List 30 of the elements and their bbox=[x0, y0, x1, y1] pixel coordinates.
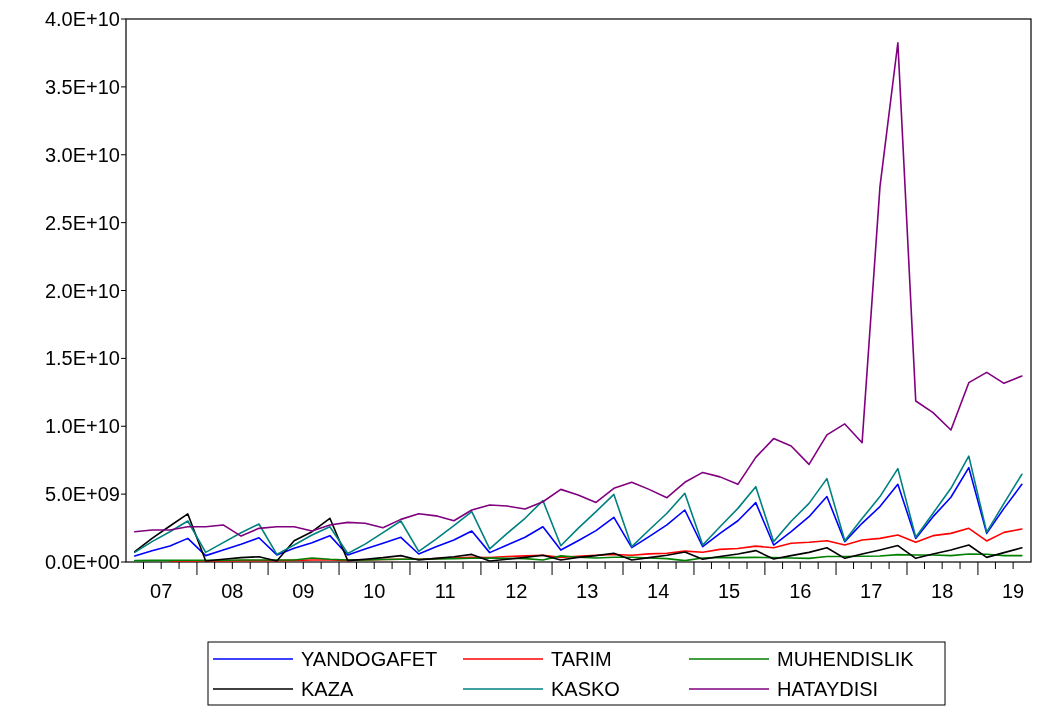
y-tick-label: 2.0E+10 bbox=[44, 279, 120, 302]
y-tick-label: 1.0E+10 bbox=[44, 415, 120, 438]
legend-label: YANDOGAFET bbox=[301, 648, 438, 670]
y-tick-label: 4.0E+10 bbox=[44, 8, 120, 30]
legend-label: MUHENDISLIK bbox=[777, 648, 915, 670]
x-tick-label: 14 bbox=[647, 580, 670, 602]
x-tick-label: 15 bbox=[718, 580, 741, 602]
line-series bbox=[133, 553, 1023, 562]
x-tick-label: 13 bbox=[576, 580, 599, 602]
x-tick-label: 11 bbox=[434, 580, 456, 602]
legend-label: KASKO bbox=[551, 678, 620, 700]
y-tick-label: 5.0E+09 bbox=[44, 483, 120, 506]
x-tick-label: 09 bbox=[292, 580, 315, 602]
legend-label: TARIM bbox=[551, 648, 612, 670]
y-tick-label: 1.5E+10 bbox=[44, 347, 120, 370]
x-tick-label: 10 bbox=[363, 580, 386, 602]
y-tick-label: 2.5E+10 bbox=[44, 211, 120, 234]
x-tick-label: 17 bbox=[860, 580, 883, 602]
y-tick-label: 3.5E+10 bbox=[44, 75, 120, 98]
y-tick-label: 0.0E+00 bbox=[44, 551, 120, 573]
x-tick-label: 18 bbox=[931, 580, 954, 602]
x-tick-label: 12 bbox=[505, 580, 528, 602]
y-tick-label: 3.0E+10 bbox=[44, 143, 120, 166]
legend-label: HATAYDISI bbox=[777, 678, 879, 700]
line-series bbox=[133, 41, 1023, 537]
x-tick-label: 16 bbox=[789, 580, 812, 602]
legend-label: KAZA bbox=[301, 678, 354, 700]
x-tick-label: 08 bbox=[221, 580, 244, 602]
x-tick-label: 07 bbox=[150, 580, 173, 602]
x-tick-label: 19 bbox=[1001, 580, 1025, 602]
